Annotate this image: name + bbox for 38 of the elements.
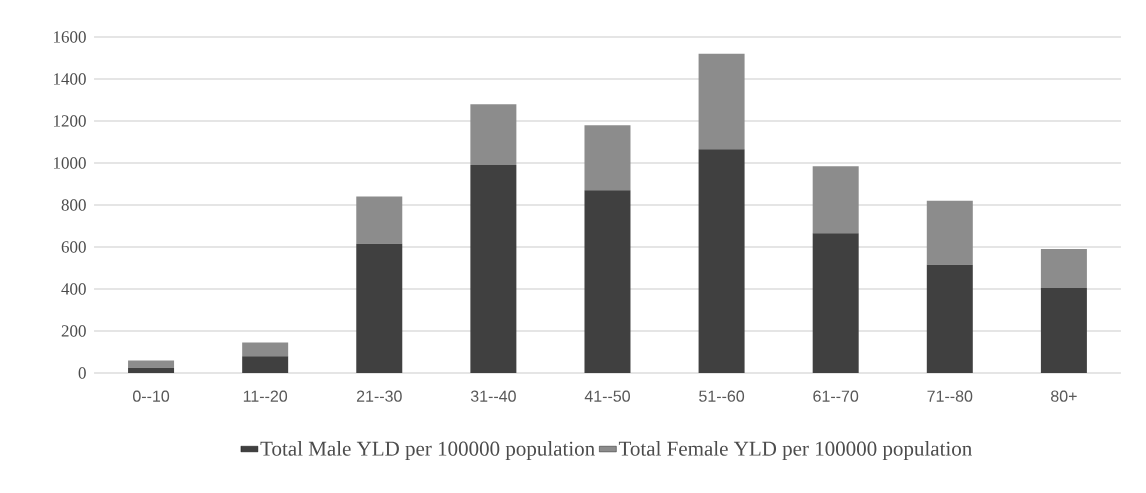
y-tick-label: 800 (61, 199, 86, 211)
y-tick-label: 200 (61, 325, 86, 337)
legend-label: Total Male YLD per 100000 population (260, 441, 595, 461)
bar (698, 149, 745, 373)
bar (698, 53, 745, 150)
y-tick-label: 1600 (53, 31, 86, 43)
bar (128, 367, 175, 373)
y-tick-label: 1200 (53, 115, 86, 127)
bar (242, 356, 289, 373)
x-tick-label: 51--60 (699, 390, 745, 402)
bar (356, 196, 403, 244)
y-tick-label: 600 (61, 241, 86, 253)
bar (356, 243, 403, 373)
bar (242, 342, 289, 357)
bar (926, 200, 973, 265)
x-tick-label: 61--70 (813, 390, 859, 402)
bar (470, 165, 517, 373)
y-tick-label: 1400 (53, 73, 86, 85)
bar (128, 360, 175, 368)
bar (1040, 249, 1087, 288)
x-tick-label: 31--40 (470, 390, 516, 402)
x-tick-label: 11--20 (243, 390, 288, 402)
bar (1040, 287, 1087, 373)
y-tick-label: 0 (78, 367, 86, 379)
y-tick-label: 1000 (53, 157, 86, 169)
x-tick-label: 0--10 (133, 390, 170, 402)
bar (926, 264, 973, 373)
y-tick-label: 400 (61, 283, 86, 295)
legend-label: Total Female YLD per 100000 population (618, 441, 972, 461)
bar (584, 190, 631, 373)
bar (812, 233, 859, 373)
x-tick-label: 71--80 (927, 390, 973, 402)
bar (812, 166, 859, 234)
x-tick-label: 80+ (1051, 390, 1077, 402)
bar (470, 104, 517, 166)
x-tick-label: 41--50 (584, 390, 630, 402)
bar (584, 125, 631, 191)
x-tick-label: 21--30 (356, 390, 402, 402)
